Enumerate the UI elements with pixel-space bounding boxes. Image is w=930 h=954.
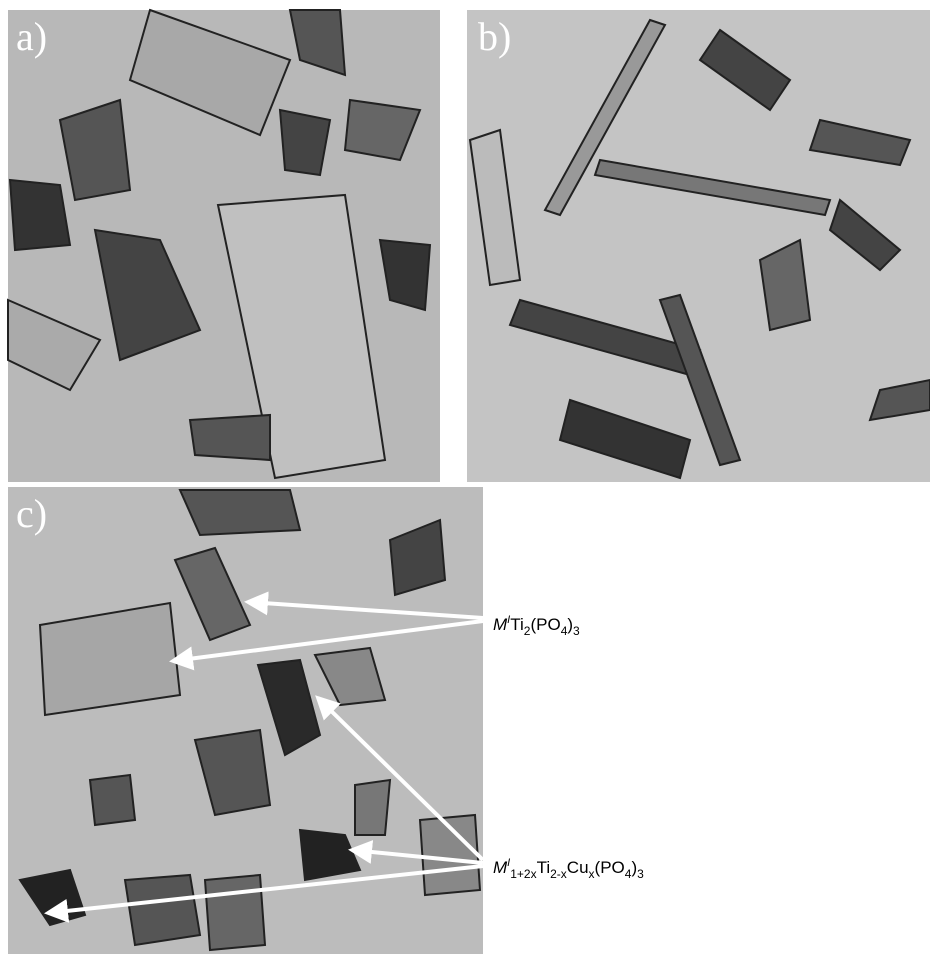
panel-c bbox=[8, 487, 483, 954]
annotation-part: (PO bbox=[530, 615, 560, 634]
panel-label: b) bbox=[478, 14, 511, 59]
figure: a) b) c) MITi2(PO4)3 MI1+2xTi2-xCux(PO4)… bbox=[0, 0, 930, 954]
panel-label: a) bbox=[16, 14, 47, 59]
annotation-part: 2-x bbox=[550, 867, 567, 881]
annotation-part: Ti bbox=[510, 615, 524, 634]
annotation-part: (PO bbox=[595, 858, 625, 877]
annotation-part: 3 bbox=[573, 624, 580, 638]
annotation-part: Ti bbox=[537, 858, 551, 877]
annotation-part: M bbox=[493, 615, 508, 634]
panel-label: c) bbox=[16, 491, 47, 536]
panel-b bbox=[467, 10, 930, 482]
annotation: MITi2(PO4)3 bbox=[493, 614, 580, 638]
annotation-part: M bbox=[493, 858, 508, 877]
annotation-part: Cu bbox=[567, 858, 589, 877]
annotation-part: 3 bbox=[637, 867, 644, 881]
panel-a bbox=[8, 10, 440, 482]
annotation-part: 1+2x bbox=[510, 867, 536, 881]
annotation: MI1+2xTi2-xCux(PO4)3 bbox=[493, 857, 644, 881]
